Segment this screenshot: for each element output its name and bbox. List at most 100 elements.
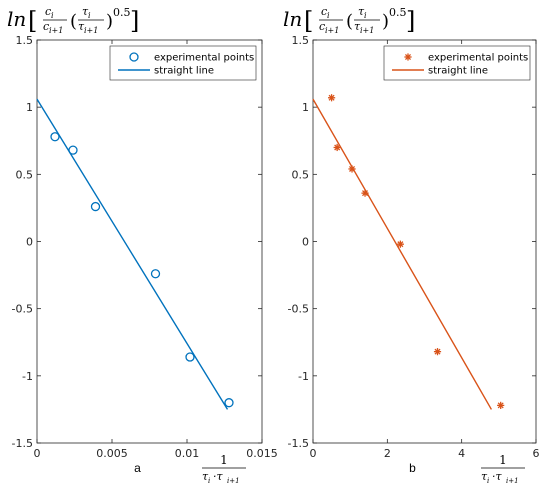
xlabel-numerator: 1	[499, 453, 507, 467]
legend: experimental points straight line	[383, 45, 531, 81]
fit-line	[36, 98, 229, 410]
x-axis-label: 1τ i ·τ i+1	[481, 453, 525, 485]
y-tick-label: 0	[26, 236, 33, 249]
data-point	[433, 348, 442, 356]
legend-marker-swatch	[404, 53, 412, 61]
y-tick-label: 0.5	[16, 168, 34, 181]
xlabel-tau-2: ·τ	[492, 470, 502, 483]
ylabel-tau-den-sub: i+1	[360, 26, 374, 35]
data-point	[185, 352, 195, 362]
y-tick-label: -1	[298, 370, 309, 383]
data-point	[90, 201, 101, 212]
fit-line	[312, 98, 493, 410]
asterisk-stroke	[434, 348, 441, 355]
x-tick-label: 6	[533, 447, 540, 460]
xlabel-tau-1: τ	[202, 470, 209, 483]
legend-box	[109, 45, 257, 81]
ylabel-ln: ln	[7, 7, 26, 31]
ylabel-tau-num: τ	[82, 5, 89, 18]
ylabel-tau-num-sub: i	[364, 11, 367, 20]
y-axis-label: ln[c ic i+1(τ iτ i+1) 0.5]	[283, 5, 415, 35]
data-point	[224, 398, 234, 408]
legend-label: experimental points	[154, 53, 254, 64]
data-point	[497, 401, 505, 409]
asterisk-stroke	[328, 94, 335, 101]
ylabel-bracket-close: ]	[130, 7, 139, 35]
ylabel-c-num-sub: i	[51, 11, 54, 20]
ylabel-paren-close: )	[382, 11, 389, 32]
x-tick-label: 0	[310, 447, 317, 460]
y-tick-label: 1	[302, 101, 309, 114]
xlabel-sub-2: i+1	[506, 477, 519, 485]
y-tick-label: -0.5	[12, 303, 33, 316]
ylabel-bracket-close: ]	[406, 7, 415, 35]
x-tick-label: 4	[458, 447, 465, 460]
legend-label: straight line	[154, 66, 214, 77]
panel-a: 0 0.005 0.01 0.015 -1.5 -1 -0.5 0 0.5 1 1.5 experim…	[7, 5, 278, 485]
x-tick-label: 0	[34, 447, 41, 460]
data-point	[50, 132, 60, 142]
y-tick-label: 1	[26, 101, 33, 114]
plot-area	[36, 39, 263, 444]
ylabel-c-num-sub: i	[327, 11, 330, 20]
xlabel-sub-1: i	[208, 477, 210, 485]
data-point	[333, 143, 341, 152]
ylabel-bracket-open: [	[304, 7, 313, 35]
ylabel-c-num: c	[321, 5, 327, 18]
ylabel-tau-den: τ	[354, 20, 361, 33]
y-tick-label: 1.5	[292, 34, 310, 47]
xlabel-sub-2: i+1	[227, 477, 240, 485]
xlabel-tau-2: ·τ	[213, 470, 223, 483]
ylabel-paren-open: (	[70, 11, 77, 32]
legend-label: straight line	[428, 66, 488, 77]
ylabel-c-den-sub: i+1	[325, 26, 339, 35]
y-tick-label: 0	[302, 236, 309, 249]
panel-label: a	[134, 461, 141, 475]
y-tick-label: 0.5	[292, 168, 310, 181]
ylabel-exponent: 0.5	[113, 6, 131, 19]
legend: experimental points straight line	[109, 45, 257, 81]
x-tick-label: 0.015	[246, 447, 278, 460]
y-tick-label: -1	[22, 370, 33, 383]
y-tick-label: -1.5	[12, 437, 33, 450]
data-point	[396, 240, 404, 248]
ylabel-c-num: c	[45, 5, 51, 18]
ylabel-bracket-open: [	[28, 7, 37, 35]
x-tick-label: 0.01	[175, 447, 200, 460]
ylabel-exponent: 0.5	[389, 6, 407, 19]
xlabel-tau-1: τ	[481, 470, 488, 483]
ylabel-paren-open: (	[346, 11, 353, 32]
y-tick-label: -1.5	[288, 437, 309, 450]
x-axis-label: 1τ i ·τ i+1	[202, 453, 246, 485]
y-tick-label: -0.5	[288, 303, 309, 316]
legend-label: experimental points	[428, 53, 528, 64]
legend-marker-swatch	[129, 52, 139, 62]
ylabel-tau-den: τ	[78, 20, 85, 33]
panel-b: 0 2 4 6 -1.5 -1 -0.5 0 0.5 1 1.5 experimental point…	[283, 5, 540, 485]
x-tick-label: 2	[384, 447, 391, 460]
ylabel-c-den: c	[319, 20, 325, 33]
asterisk-stroke	[349, 165, 356, 172]
asterisk-stroke	[397, 241, 404, 248]
ylabel-tau-num-sub: i	[88, 11, 91, 20]
data-point	[150, 269, 161, 279]
ylabel-tau-num: τ	[358, 5, 365, 18]
ylabel-ln: ln	[283, 7, 302, 31]
legend-box	[383, 45, 531, 81]
asterisk-stroke	[404, 53, 412, 61]
xlabel-numerator: 1	[220, 453, 228, 467]
panel-label: b	[409, 461, 416, 475]
asterisk-stroke	[334, 144, 341, 151]
y-axis-label: ln[c ic i+1(τ iτ i+1) 0.5]	[7, 5, 139, 35]
data-point	[327, 94, 336, 102]
ylabel-c-den: c	[43, 20, 49, 33]
ylabel-tau-den-sub: i+1	[84, 26, 98, 35]
y-tick-label: 1.5	[16, 34, 34, 47]
ylabel-c-den-sub: i+1	[49, 26, 63, 35]
asterisk-stroke	[497, 402, 504, 409]
plot-area	[312, 39, 537, 444]
x-tick-label: 0.005	[96, 447, 128, 460]
xlabel-sub-1: i	[487, 477, 489, 485]
ylabel-paren-close: )	[106, 11, 113, 32]
